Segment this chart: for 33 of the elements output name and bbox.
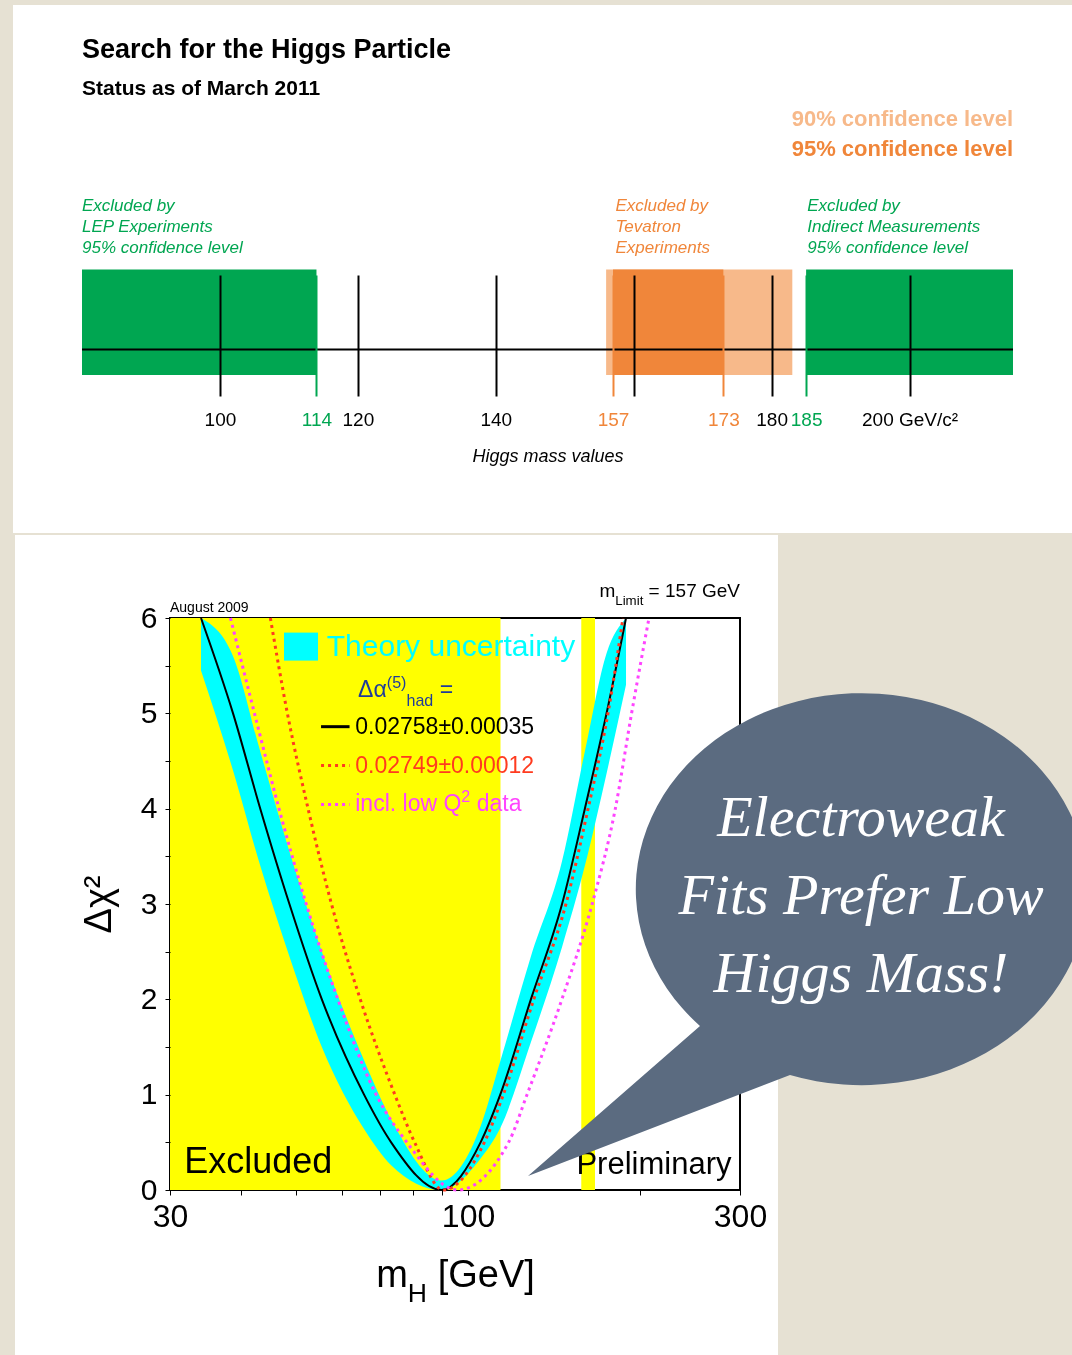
text: 90% confidence level [791, 106, 1013, 132]
y-tick-label: 0 [140, 1172, 158, 1206]
x-tick-label: 173 [708, 408, 740, 430]
x-tick-label: 157 [597, 408, 630, 430]
y-tick-label: 3 [140, 886, 158, 920]
x-tick-label: 114 [301, 408, 333, 430]
x-tick-label: 120 [342, 408, 375, 430]
x-tick-label: 185 [790, 408, 823, 430]
x-tick-label: 180 [756, 408, 788, 430]
chart-subtitle: Status as of March 2011 [82, 76, 321, 100]
chart-title: Search for the Higgs Particle [82, 34, 452, 65]
y-tick-label: 1 [140, 1077, 158, 1111]
text: 95% confidence level [791, 135, 1013, 161]
y-tick-label: 6 [140, 600, 158, 634]
x-tick-label: 300 [713, 1197, 768, 1234]
y-tick-label: 2 [140, 981, 158, 1015]
x-tick-label: 100 [441, 1197, 496, 1234]
text: Excluded by Tevatron Experiments [615, 195, 711, 257]
legend-title: Δα$^{(5)}$$_{had}$ = [358, 672, 454, 709]
text: Excluded by Indirect Measurements 95% confidence level [807, 195, 981, 257]
x-axis-title: m$_{H}$ [GeV] [376, 1252, 535, 1308]
x-tick-label: 200 GeV/c² [862, 408, 959, 430]
y-tick-label: 5 [140, 695, 158, 729]
text: August 2009 [170, 599, 249, 616]
x-axis-title: Higgs mass values [472, 445, 624, 466]
x-tick-label: 140 [480, 408, 513, 430]
annotation: Electroweak Fits Prefer Low Higgs Mass! [677, 783, 1045, 1007]
text: Excluded by LEP Experiments 95% confidence level [82, 195, 244, 257]
text: m$_{Limit}$ = 157 GeV [599, 579, 741, 608]
y-axis-title: Δχ² [76, 875, 119, 934]
y-tick-label: 4 [140, 791, 158, 825]
x-tick-label: 100 [204, 408, 237, 430]
annotation: Excluded [184, 1140, 333, 1182]
